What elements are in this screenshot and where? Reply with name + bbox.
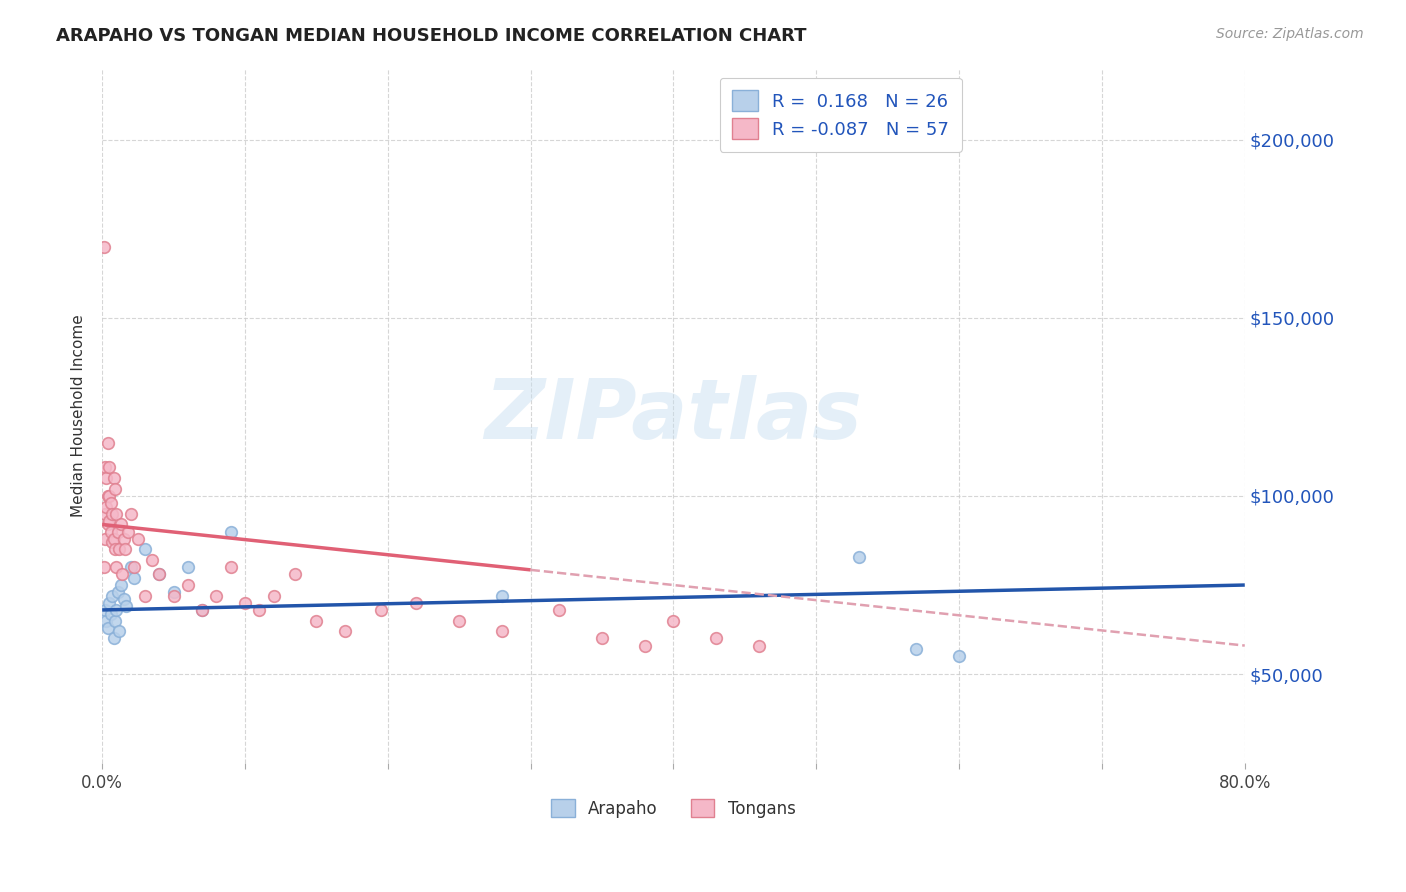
Point (101, 507, 124, 521)
Point (177, 578, 200, 592)
Point (634, 639, 657, 653)
Point (205, 589, 228, 603)
Point (148, 567, 170, 582)
Point (120, 560, 142, 574)
Point (122, 560, 145, 574)
Point (112, 592, 135, 607)
Point (93, 239, 115, 253)
Point (101, 589, 124, 603)
Y-axis label: Median Household Income: Median Household Income (72, 315, 86, 517)
Point (98, 489, 121, 503)
Point (107, 585, 129, 599)
Point (104, 614, 127, 628)
Point (97, 435, 120, 450)
Point (848, 549, 870, 564)
Point (120, 507, 142, 521)
Point (219, 560, 242, 574)
Point (370, 603, 392, 617)
Point (100, 496, 122, 510)
Point (905, 642, 928, 657)
Point (98, 514, 121, 528)
Point (284, 567, 307, 582)
Point (110, 578, 132, 592)
Point (162, 585, 184, 599)
Point (333, 624, 356, 639)
Point (97, 517, 120, 532)
Point (108, 624, 131, 639)
Point (177, 560, 200, 574)
Point (263, 589, 285, 603)
Point (111, 567, 134, 582)
Point (105, 507, 128, 521)
Point (94, 507, 117, 521)
Point (548, 603, 571, 617)
Point (948, 649, 970, 664)
Point (662, 614, 685, 628)
Point (219, 524, 242, 539)
Point (491, 624, 513, 639)
Point (103, 632, 125, 646)
Point (122, 571, 145, 585)
Point (141, 553, 163, 567)
Point (127, 532, 149, 546)
Point (748, 639, 770, 653)
Point (591, 632, 613, 646)
Point (104, 542, 127, 557)
Point (305, 614, 328, 628)
Point (96, 500, 118, 514)
Point (134, 589, 156, 603)
Point (94, 460, 117, 475)
Point (115, 599, 138, 614)
Point (108, 542, 131, 557)
Point (96, 614, 118, 628)
Point (96, 471, 118, 485)
Point (704, 632, 727, 646)
Point (112, 532, 135, 546)
Point (97, 489, 120, 503)
Point (191, 603, 214, 617)
Point (148, 567, 170, 582)
Text: ARAPAHO VS TONGAN MEDIAN HOUSEHOLD INCOME CORRELATION CHART: ARAPAHO VS TONGAN MEDIAN HOUSEHOLD INCOM… (56, 27, 807, 45)
Point (405, 596, 427, 610)
Point (97, 621, 120, 635)
Point (233, 596, 256, 610)
Point (100, 524, 122, 539)
Point (162, 589, 184, 603)
Point (98, 596, 121, 610)
Point (104, 482, 127, 496)
Point (110, 517, 132, 532)
Point (103, 532, 125, 546)
Point (107, 524, 129, 539)
Point (94, 532, 117, 546)
Point (449, 614, 471, 628)
Point (93, 560, 115, 574)
Legend: Arapaho, Tongans: Arapaho, Tongans (544, 793, 803, 824)
Point (94, 603, 117, 617)
Point (491, 589, 513, 603)
Point (247, 603, 270, 617)
Text: ZIPatlas: ZIPatlas (485, 376, 862, 457)
Point (117, 524, 139, 539)
Point (101, 535, 124, 549)
Point (100, 607, 122, 621)
Point (191, 603, 214, 617)
Point (103, 471, 125, 485)
Point (134, 542, 156, 557)
Point (105, 560, 128, 574)
Text: Source: ZipAtlas.com: Source: ZipAtlas.com (1216, 27, 1364, 41)
Point (98, 460, 121, 475)
Point (114, 542, 136, 557)
Point (105, 603, 128, 617)
